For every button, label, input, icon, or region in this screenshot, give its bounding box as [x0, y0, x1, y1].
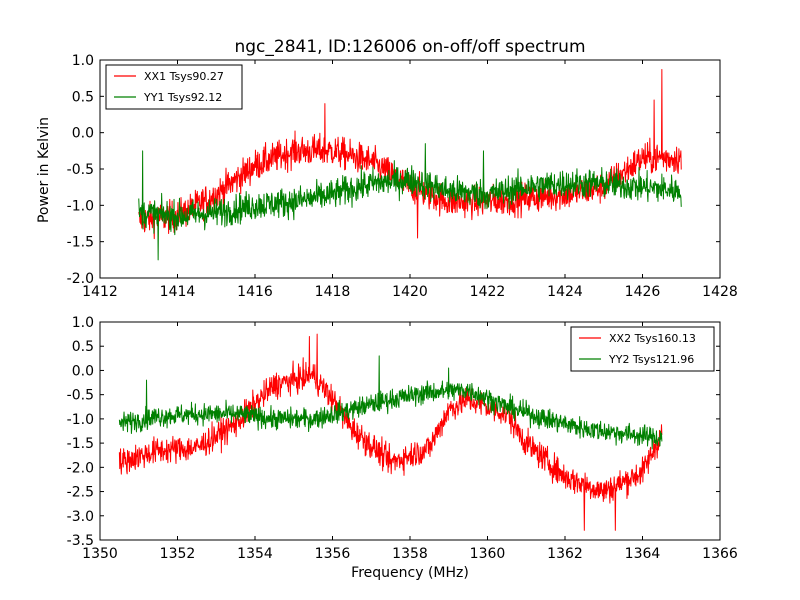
- bottom-y-tick-label: -1.5: [67, 436, 94, 452]
- bottom-panel: 1350 1352 1354 1356 1358 1360 1362 1364 1366 -3.5…: [67, 315, 738, 581]
- bottom-x-tick-label: 1352: [160, 546, 196, 562]
- bottom-y-tick-label: -0.5: [67, 388, 94, 404]
- top-legend-label-2: YY1 Tsys92.12: [143, 91, 222, 104]
- bottom-y-tick-label: 0.0: [72, 363, 94, 379]
- top-y-tick-label: 1.0: [72, 53, 94, 69]
- chart-title: ngc_2841, ID:126006 on-off/off spectrum: [234, 37, 585, 57]
- bottom-x-tick-label: 1360: [470, 546, 506, 562]
- bottom-panel-legend: XX2 Tsys160.13 YY2 Tsys121.96: [570, 326, 715, 372]
- top-x-tick-label: 1424: [547, 284, 583, 300]
- bottom-y-tick-label: -3.5: [67, 533, 94, 549]
- bottom-legend-label-2: YY2 Tsys121.96: [608, 353, 694, 366]
- bottom-legend-box: [570, 326, 715, 372]
- top-panel-legend: XX1 Tsys90.27 YY1 Tsys92.12: [105, 64, 243, 110]
- top-panel-frame: [99, 59, 721, 279]
- top-panel-ylabel: Power in Kelvin: [36, 117, 52, 223]
- bottom-x-tick-label: 1358: [392, 546, 428, 562]
- bottom-y-tick-label: 1.0: [72, 315, 94, 331]
- bottom-legend-label-1: XX2 Tsys160.13: [609, 332, 696, 345]
- top-x-tick-label: 1412: [82, 284, 118, 300]
- top-y-tick-label: -1.0: [67, 198, 94, 214]
- bottom-y-tick-label: -2.5: [67, 485, 94, 501]
- bottom-x-tick-label: 1350: [82, 546, 118, 562]
- top-legend-box: [105, 64, 243, 110]
- top-x-tick-label: 1426: [625, 284, 661, 300]
- bottom-y-tick-label: 0.5: [72, 339, 94, 355]
- top-y-tick-label: -2.0: [67, 271, 94, 287]
- top-y-tick-label: 0.0: [72, 126, 94, 142]
- bottom-x-tick-label: 1354: [237, 546, 273, 562]
- top-x-tick-label: 1416: [237, 284, 273, 300]
- top-y-tick-label: -0.5: [67, 162, 94, 178]
- top-x-tick-label: 1420: [392, 284, 428, 300]
- bottom-y-tick-label: -1.0: [67, 412, 94, 428]
- bottom-series-line-1: [118, 333, 663, 531]
- bottom-panel-frame: [99, 321, 721, 541]
- top-panel-ticks: 1412 1414 1416 1418 1420 1422 1424 1426 1428 -2.0…: [67, 53, 738, 300]
- bottom-y-tick-label: -3.0: [67, 509, 94, 525]
- bottom-series-line-2: [118, 355, 663, 450]
- top-panel: 1412 1414 1416 1418 1420 1422 1424 1426 1428 -2.0…: [36, 53, 738, 300]
- bottom-x-tick-label: 1366: [702, 546, 738, 562]
- bottom-panel-xlabel: Frequency (MHz): [351, 565, 469, 581]
- bottom-x-tick-label: 1356: [315, 546, 351, 562]
- bottom-panel-ticks: 1350 1352 1354 1356 1358 1360 1362 1364 1366 -3.5…: [67, 315, 738, 562]
- top-series-line-2: [138, 143, 682, 261]
- top-panel-traces: [138, 68, 682, 261]
- top-x-tick-label: 1418: [315, 284, 351, 300]
- top-x-tick-label: 1414: [160, 284, 196, 300]
- bottom-panel-traces: [118, 333, 663, 531]
- top-x-tick-label: 1428: [702, 284, 738, 300]
- bottom-x-tick-label: 1362: [547, 546, 583, 562]
- bottom-y-tick-label: -2.0: [67, 460, 94, 476]
- top-x-tick-label: 1422: [470, 284, 506, 300]
- top-y-tick-label: -1.5: [67, 235, 94, 251]
- top-legend-label-1: XX1 Tsys90.27: [144, 70, 224, 83]
- top-y-tick-label: 0.5: [72, 89, 94, 105]
- bottom-x-tick-label: 1364: [625, 546, 661, 562]
